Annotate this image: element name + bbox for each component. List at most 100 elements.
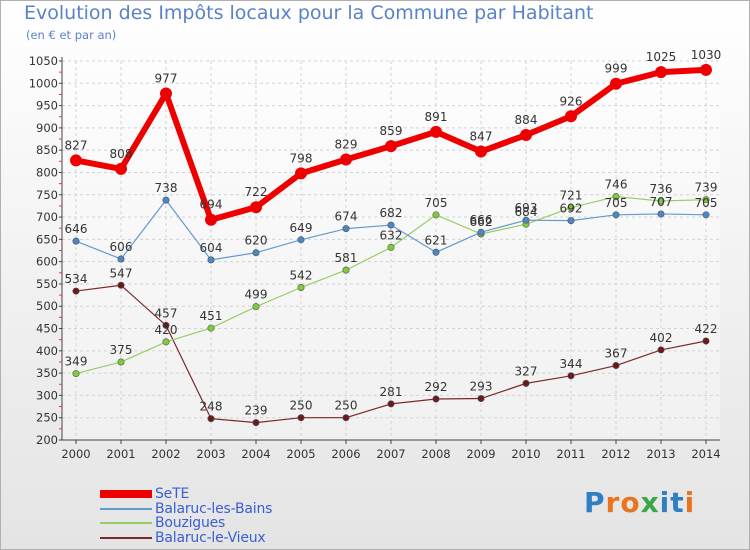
data-label: 694	[200, 198, 223, 212]
data-label: 239	[245, 404, 268, 418]
legend-swatch	[100, 537, 152, 539]
data-label: 884	[515, 113, 538, 127]
data-label: 604	[200, 241, 223, 255]
data-point	[657, 210, 665, 218]
data-point	[115, 162, 127, 175]
data-point	[297, 236, 305, 244]
data-label: 1025	[646, 50, 677, 64]
x-tick-label: 2007	[376, 447, 405, 461]
y-tick-label: 650	[36, 232, 58, 246]
data-label: 891	[425, 110, 448, 124]
data-label: 705	[605, 196, 628, 210]
data-point	[702, 337, 710, 345]
y-tick-label: 1050	[29, 54, 58, 68]
data-point	[612, 211, 620, 219]
data-label: 674	[335, 210, 358, 224]
data-label: 705	[425, 196, 448, 210]
data-label: 422	[695, 322, 718, 336]
legend-label: Balaruc-le-Vieux	[155, 530, 266, 546]
legend-swatch	[100, 522, 152, 524]
x-tick-label: 2014	[691, 447, 720, 461]
logo-letter: P	[584, 486, 606, 519]
data-point	[432, 248, 440, 256]
data-label: 738	[155, 181, 178, 195]
data-point	[207, 256, 215, 264]
data-label: 682	[380, 206, 403, 220]
data-label: 847	[470, 130, 493, 144]
data-point	[297, 284, 305, 292]
data-label: 621	[425, 233, 448, 247]
data-label: 692	[560, 202, 583, 216]
y-tick-label: 350	[36, 366, 58, 380]
logo-letter: r	[605, 486, 621, 519]
data-label: 248	[200, 400, 223, 414]
data-point	[385, 140, 397, 153]
data-point	[432, 211, 440, 219]
data-point	[205, 213, 217, 226]
data-point	[567, 372, 575, 380]
data-point	[657, 197, 665, 205]
data-point	[72, 370, 80, 378]
data-point	[207, 415, 215, 423]
y-tick-label: 950	[36, 99, 58, 113]
data-point	[477, 228, 485, 236]
data-point	[565, 110, 577, 123]
data-label: 375	[110, 343, 133, 357]
y-tick-label: 450	[36, 322, 58, 336]
data-point	[387, 221, 395, 229]
legend-item: Balaruc-les-Bains	[100, 501, 272, 517]
x-tick-label: 2011	[556, 447, 585, 461]
data-label: 632	[380, 228, 403, 242]
data-point	[72, 287, 80, 295]
legend-swatch	[100, 490, 152, 498]
y-tick-label: 600	[36, 255, 58, 269]
data-label: 808	[110, 147, 133, 161]
x-tick-label: 2005	[286, 447, 315, 461]
data-label: 649	[290, 221, 313, 235]
data-label: 999	[605, 62, 628, 76]
y-tick-label: 300	[36, 388, 58, 402]
data-point	[430, 125, 442, 138]
data-label: 250	[290, 399, 313, 413]
data-label: 457	[155, 306, 178, 320]
data-point	[160, 87, 172, 100]
x-tick-label: 2003	[196, 447, 225, 461]
x-tick-label: 2000	[61, 447, 90, 461]
legend-item: SeTE	[100, 486, 189, 502]
data-label: 281	[380, 385, 403, 399]
data-point	[655, 66, 667, 79]
data-point	[567, 217, 575, 225]
x-tick-label: 2012	[601, 447, 630, 461]
data-point	[297, 414, 305, 422]
data-label: 499	[245, 288, 268, 302]
chart-title: Evolution des Impôts locaux pour la Comm…	[24, 2, 594, 24]
data-label: 292	[425, 380, 448, 394]
data-label: 662	[470, 215, 493, 229]
y-tick-label: 1000	[29, 76, 58, 90]
data-label: 646	[65, 222, 88, 236]
y-tick-label: 550	[36, 277, 58, 291]
data-label: 402	[650, 331, 673, 345]
x-tick-label: 2001	[106, 447, 135, 461]
y-tick-label: 400	[36, 344, 58, 358]
chart-subtitle: (en € et par an)	[26, 28, 117, 42]
x-tick-label: 2013	[646, 447, 675, 461]
data-point	[520, 129, 532, 142]
data-point	[567, 204, 575, 212]
data-point	[252, 419, 260, 427]
data-point	[252, 303, 260, 311]
data-label: 722	[245, 185, 268, 199]
x-tick-label: 2009	[466, 447, 495, 461]
data-label: 250	[335, 399, 358, 413]
logo-letter: i	[684, 486, 696, 519]
data-point	[117, 358, 125, 366]
data-label: 829	[335, 138, 358, 152]
data-point	[477, 395, 485, 403]
data-label: 606	[110, 240, 133, 254]
y-tick-label: 500	[36, 299, 58, 313]
proxiti-logo: Proxiti	[584, 486, 695, 519]
data-point	[207, 324, 215, 332]
data-label: 926	[560, 94, 583, 108]
data-point	[702, 211, 710, 219]
